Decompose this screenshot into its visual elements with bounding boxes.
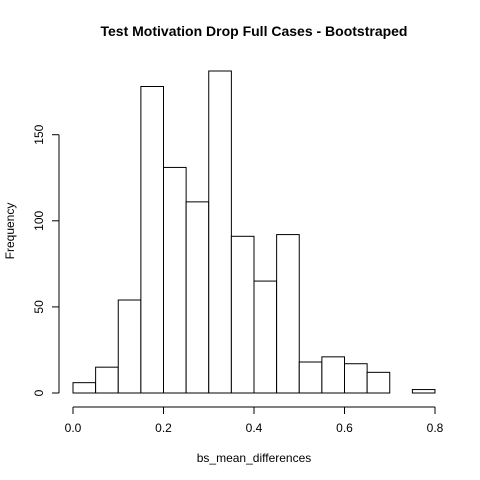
chart-title: Test Motivation Drop Full Cases - Bootst…: [101, 23, 408, 39]
y-tick-label: 50: [32, 300, 46, 314]
histogram-bar: [366, 371, 391, 394]
histogram-bar: [298, 361, 323, 394]
histogram-bar: [253, 280, 278, 394]
y-tick-label: 100: [32, 210, 46, 230]
histogram-bar: [163, 166, 187, 394]
x-axis: 0.0 0.2 0.4 0.6 0.8: [65, 406, 444, 435]
y-axis: 0 50 100 150: [32, 124, 60, 396]
histogram-bar: [117, 299, 142, 394]
x-tick-label: 0.2: [155, 421, 172, 435]
histogram-bar: [208, 70, 232, 394]
histogram-bar: [230, 235, 255, 394]
histogram-bar: [276, 234, 300, 394]
histogram-bar: [185, 201, 210, 394]
histogram-bar: [321, 356, 345, 394]
histogram-bar: [140, 85, 164, 394]
y-axis-label: Frequency: [3, 203, 17, 260]
histogram-bar: [411, 389, 436, 394]
histogram-bar: [72, 382, 97, 394]
histogram-bar: [344, 363, 368, 394]
bars-group: [72, 70, 436, 394]
x-tick-label: 0.6: [336, 421, 353, 435]
histogram-bar: [95, 366, 119, 394]
x-tick-label: 0.4: [246, 421, 263, 435]
x-tick-label: 0.0: [65, 421, 82, 435]
x-tick-label: 0.8: [427, 421, 444, 435]
x-axis-label: bs_mean_differences: [197, 451, 312, 465]
y-tick-label: 0: [32, 389, 46, 396]
y-tick-label: 150: [32, 124, 46, 144]
